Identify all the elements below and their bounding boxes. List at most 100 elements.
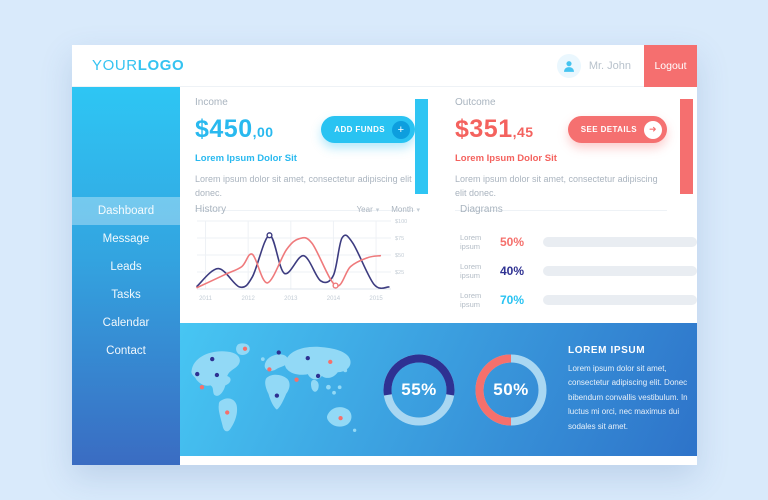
panel-heading: LOREM IPSUM [568, 345, 646, 357]
cyan-accent-bar [415, 99, 428, 194]
map-dot [315, 373, 321, 378]
income-amount: $450,00 [195, 115, 274, 143]
red-accent-bar [680, 99, 693, 194]
progress-track [543, 236, 697, 247]
diagram-row-label: Lorem ipsum [460, 261, 482, 280]
user-area: Mr. John [556, 53, 631, 78]
x-axis-tick: 2014 [327, 296, 341, 302]
map-dot [225, 409, 230, 415]
add-funds-button[interactable]: ADD FUNDS + [321, 116, 415, 143]
card-body: Dashboard Message Leads Tasks Calendar C… [72, 87, 697, 465]
sidebar-item-tasks[interactable]: Tasks [111, 289, 141, 301]
history-section: History Year ▾ Month ▾ 2011 2012 2013 2014 201… [195, 204, 420, 314]
outcome-subtitle: Lorem Ipsum Dolor Sit [455, 153, 557, 164]
donut-value-arc [475, 354, 512, 425]
person-icon [563, 60, 574, 72]
x-axis-tick: 2015 [369, 296, 383, 302]
diagram-row: Lorem ipsum 40% [460, 256, 697, 285]
user-name: Mr. John [588, 59, 631, 72]
outcome-amount-row: $351,45 SEE DETAILS ➜ [455, 115, 667, 144]
dashboard-card: YOURLOGO Mr. John Logout Dashboard Messa… [72, 45, 697, 465]
outcome-description: Lorem ipsum dolor sit amet, consectetur … [455, 173, 667, 211]
app-logo: YOURLOGO [92, 57, 184, 74]
sidebar-item-contact[interactable]: Contact [106, 345, 146, 357]
donut-chart-red: 50% [472, 351, 550, 429]
history-series-navy [196, 234, 390, 290]
income-label: Income [195, 97, 228, 108]
map-dot [328, 359, 333, 364]
marker-series-red [332, 282, 339, 289]
donut-ring [383, 353, 455, 425]
map-dot [199, 384, 205, 389]
donut-percentage: 50% [493, 379, 529, 399]
sidebar-item-dashboard[interactable]: Dashboard [72, 197, 180, 225]
x-axis-tick: 2013 [284, 296, 298, 302]
income-section: Income $450,00 ADD FUNDS + Lorem Ipsum D… [195, 97, 415, 211]
logo-text-bold: LOGO [137, 57, 185, 74]
diagram-row: Lorem ipsum 70% [460, 285, 697, 314]
add-funds-label: ADD FUNDS [334, 125, 385, 134]
world-map [191, 342, 357, 432]
diagrams-title: Diagrams [460, 204, 503, 215]
main-content: Income $450,00 ADD FUNDS + Lorem Ipsum D… [180, 87, 697, 465]
outcome-label: Outcome [455, 97, 496, 108]
see-details-label: SEE DETAILS [580, 125, 637, 134]
see-details-button[interactable]: SEE DETAILS ➜ [567, 116, 667, 143]
income-amount-decimals: ,00 [252, 124, 274, 140]
outcome-amount-decimals: ,45 [512, 124, 534, 140]
filter-month-dropdown[interactable]: Month ▾ [391, 205, 420, 214]
progress-track [543, 265, 697, 276]
outcome-amount: $351,45 [455, 115, 534, 143]
filter-year-dropdown[interactable]: Year ▾ [356, 205, 380, 214]
donut-chart-navy: 55% [380, 351, 458, 429]
user-avatar[interactable] [556, 53, 581, 78]
map-dot [267, 366, 272, 372]
diagram-row-value: 70% [500, 292, 525, 307]
diagram-row: Lorem ipsum 50% [460, 227, 697, 256]
plus-icon: + [392, 120, 410, 139]
panel-body-text: Lorem ipsum dolor sit amet, consectetur … [568, 364, 688, 431]
diagram-row-label: Lorem ipsum [460, 290, 482, 309]
y-axis-tick: $25 [395, 270, 404, 276]
map-dot [274, 392, 280, 398]
diagram-row-value: 50% [500, 234, 525, 249]
history-title: History [195, 204, 227, 215]
sidebar-item-message[interactable]: Message [102, 233, 150, 245]
diagram-rows: Lorem ipsum 50% Lorem ipsum 40% Lorem ip… [460, 227, 697, 314]
charts-row: History Year ▾ Month ▾ 2011 2012 2013 2014 201… [180, 204, 697, 314]
y-axis-tick: $50 [395, 253, 404, 259]
map-dot [210, 356, 215, 361]
donut-ring [475, 354, 547, 425]
panel-text-block: LOREM IPSUM Lorem ipsum dolor sit amet, … [568, 345, 688, 434]
donut-percentage: 55% [401, 379, 437, 399]
map-dot [338, 415, 343, 420]
income-subtitle: Lorem Ipsum Dolor Sit [195, 153, 297, 164]
sidebar-item-calendar[interactable]: Calendar [102, 317, 150, 329]
history-line-chart: 2011 2012 2013 2014 2015 $100 $75 $50 $25 [196, 219, 407, 302]
map-dot [276, 349, 281, 355]
chevron-down-icon: ▾ [416, 206, 420, 214]
map-dot [195, 371, 200, 376]
logout-button[interactable]: Logout [644, 45, 697, 87]
donut-charts: 55% 50% [380, 351, 550, 429]
x-axis-tick: 2012 [241, 296, 255, 302]
arrow-right-icon: ➜ [644, 120, 662, 139]
donut-value-arc [383, 353, 455, 396]
header: YOURLOGO Mr. John Logout [72, 45, 697, 87]
chevron-down-icon: ▾ [375, 206, 380, 214]
map-location-dots [195, 346, 343, 420]
y-axis-tick: $75 [395, 236, 404, 242]
income-description: Lorem ipsum dolor sit amet, consectetur … [195, 173, 415, 211]
outcome-section: Outcome $351,45 SEE DETAILS ➜ Lorem Ipsu… [455, 97, 667, 211]
y-axis-tick: $100 [395, 219, 407, 225]
history-header: History Year ▾ Month ▾ [195, 204, 420, 215]
marker-series-navy [266, 232, 273, 239]
x-axis-tick: 2011 [199, 296, 213, 302]
income-amount-row: $450,00 ADD FUNDS + [195, 115, 415, 144]
sidebar-item-leads[interactable]: Leads [110, 261, 142, 273]
diagrams-section: Diagrams Lorem ipsum 50% Lorem ipsum 40% [460, 204, 697, 314]
summary-row: Income $450,00 ADD FUNDS + Lorem Ipsum D… [180, 87, 697, 211]
logo-text-light: YOUR [92, 57, 138, 74]
continents [191, 342, 357, 432]
sidebar: Dashboard Message Leads Tasks Calendar C… [72, 87, 180, 465]
